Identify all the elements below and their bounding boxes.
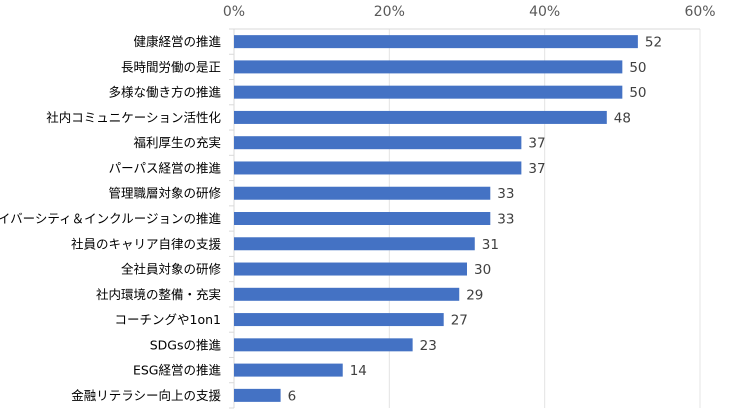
- data-label: 37: [528, 161, 545, 177]
- category-label: SDGsの推進: [150, 337, 222, 352]
- category-label: 長時間労働の是正: [121, 59, 221, 74]
- category-label: パーパス経営の推進: [109, 160, 222, 175]
- category-label: 社内コミュニケーション活性化: [46, 110, 221, 125]
- x-tick-label: 20%: [374, 4, 405, 20]
- bar: [234, 60, 623, 74]
- x-tick-label: 60%: [684, 4, 715, 20]
- category-label: 管理職層対象の研修: [108, 186, 221, 201]
- category-label: ESG経営の推進: [133, 363, 222, 378]
- bar: [234, 363, 343, 377]
- bar: [234, 388, 281, 402]
- data-label: 23: [420, 338, 437, 354]
- bar: [234, 136, 522, 150]
- category-label: 社内環境の整備・充実: [96, 287, 221, 302]
- category-label: コーチングや1on1: [115, 312, 221, 327]
- bar: [234, 110, 607, 124]
- x-tick-label: 0%: [223, 4, 245, 20]
- data-label: 27: [451, 313, 468, 329]
- data-label: 14: [350, 363, 367, 379]
- data-label: 50: [629, 60, 646, 76]
- bar: [234, 338, 413, 352]
- data-label: 48: [614, 110, 631, 126]
- bar: [234, 237, 475, 251]
- category-label: 多様な働き方の推進: [108, 85, 221, 100]
- category-label: 健康経営の推進: [133, 34, 221, 49]
- category-label: 福利厚生の充実: [133, 135, 221, 150]
- x-tick-label: 40%: [529, 4, 560, 20]
- bar: [234, 262, 467, 276]
- bar: [234, 313, 444, 327]
- bar: [234, 85, 623, 99]
- category-label: 社員のキャリア自律の支援: [71, 236, 222, 251]
- data-label: 30: [474, 262, 491, 278]
- data-label: 29: [466, 287, 483, 303]
- data-label: 50: [629, 85, 646, 101]
- category-label: ダイバーシティ＆インクルージョンの推進: [0, 211, 221, 226]
- bar: [234, 287, 460, 301]
- data-label: 33: [497, 186, 514, 202]
- bar: [234, 35, 638, 49]
- category-label: 金融リテラシー向上の支援: [71, 388, 221, 403]
- bar: [234, 212, 491, 225]
- data-label: 33: [497, 212, 514, 228]
- bar: [234, 186, 491, 200]
- data-label: 6: [288, 388, 297, 404]
- data-label: 37: [528, 136, 545, 152]
- bar: [234, 161, 522, 175]
- data-label: 31: [482, 237, 499, 253]
- data-label: 52: [645, 35, 662, 51]
- category-label: 全社員対象の研修: [121, 262, 222, 277]
